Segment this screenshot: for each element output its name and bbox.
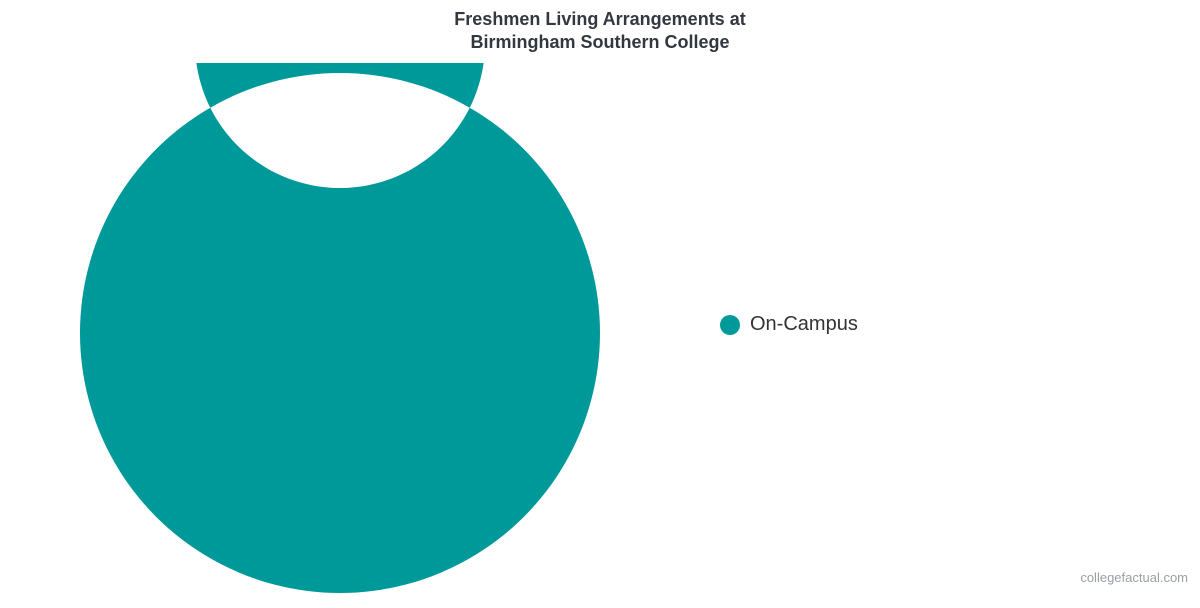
legend-swatch-0: [720, 315, 740, 335]
donut-chart: [60, 63, 620, 608]
chart-title: Freshmen Living Arrangements at Birmingh…: [0, 0, 1200, 53]
chart-title-line2: Birmingham Southern College: [0, 31, 1200, 54]
donut-svg: [60, 63, 620, 603]
donut-slice: [80, 63, 600, 593]
legend: On-Campus: [720, 313, 858, 336]
attribution-text: collegefactual.com: [1080, 570, 1188, 585]
chart-area: On-Campus collegefactual.com: [0, 53, 1200, 593]
chart-title-line1: Freshmen Living Arrangements at: [0, 8, 1200, 31]
legend-label-0: On-Campus: [750, 313, 858, 336]
